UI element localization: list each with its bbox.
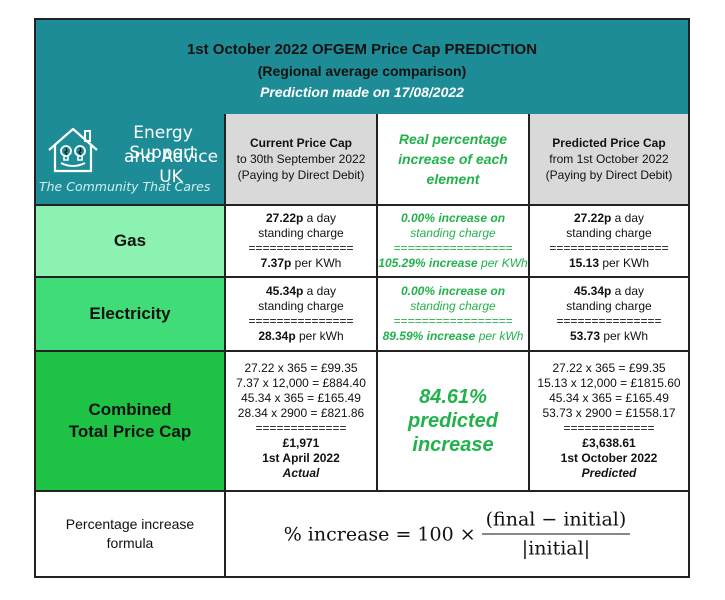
ele-current-unit-value: 28.34p <box>258 329 296 343</box>
electricity-predicted-cell: 45.34p a day standing charge ===========… <box>530 278 688 352</box>
combined-current-date: 1st April 2022 <box>262 451 340 465</box>
combined-current-total: £1,971 <box>282 436 320 450</box>
header-predicted: Predicted Price Cap from 1st October 202… <box>530 114 688 206</box>
combined-predicted-status: Predicted <box>581 466 637 480</box>
formula-denominator: |initial| <box>521 537 591 560</box>
ele-increase-standing-text: 0.00% increase on <box>400 284 506 298</box>
combined-predicted-calc3: 45.34 x 365 = £165.49 <box>549 391 669 405</box>
gas-current-unit-suffix: per KWh <box>291 256 342 270</box>
title-banner: 1st October 2022 OFGEM Price Cap PREDICT… <box>36 20 688 116</box>
formula-fraction: (final − initial) |initial| <box>481 509 631 560</box>
ele-increase-separator: ================= <box>393 314 513 328</box>
combined-current-calc3: 45.34 x 365 = £165.49 <box>241 391 361 405</box>
combined-predicted-calc1: 27.22 x 365 = £99.35 <box>552 361 666 375</box>
gas-increase-separator: ================= <box>393 241 513 255</box>
combined-current-cell: 27.22 x 365 = £99.35 7.37 x 12,000 = £88… <box>226 352 378 492</box>
gas-current-standing-label: standing charge <box>258 226 344 240</box>
combined-predicted-separator: ============= <box>563 421 655 435</box>
combined-increase-line1: 84.61% <box>419 386 487 408</box>
gas-current-cell: 27.22p a day standing charge ===========… <box>226 206 378 278</box>
title-line: 1st October 2022 OFGEM Price Cap PREDICT… <box>186 41 538 58</box>
combined-predicted-date: 1st October 2022 <box>560 451 658 465</box>
gas-predicted-cell: 27.22p a day standing charge ===========… <box>530 206 688 278</box>
gas-current-separator: =============== <box>248 241 354 255</box>
combined-current-calc1: 27.22 x 365 = £99.35 <box>244 361 358 375</box>
gas-label: Gas <box>113 231 147 250</box>
formula-cell: % increase = 100 × (final − initial) |in… <box>226 492 688 576</box>
gas-increase-cell: 0.00% increase on standing charge ======… <box>378 206 530 278</box>
logo-tagline: The Community That Cares <box>39 179 211 194</box>
combined-current-separator: ============= <box>255 421 347 435</box>
ele-predicted-standing-label: standing charge <box>566 299 652 313</box>
combined-current-calc4: 28.34 x 2900 = £821.86 <box>237 406 365 420</box>
electricity-increase-cell: 0.00% increase on standing charge ======… <box>378 278 530 352</box>
predicted-sub2: (Paying by Direct Debit) <box>545 168 673 182</box>
ele-increase-standing-label: standing charge <box>410 299 496 313</box>
combined-current-calc2: 7.37 x 12,000 = £884.40 <box>236 376 366 390</box>
ele-predicted-standing-suffix: a day <box>611 284 645 298</box>
logo-name-line2: and Advice UK <box>123 147 219 187</box>
header-increase: Real percentage increase of each element <box>378 114 530 206</box>
combined-predicted-calc4: 53.73 x 2900 = £1558.17 <box>542 406 676 420</box>
combined-increase-line2: predicted <box>407 410 499 432</box>
ele-current-unit-suffix: per kWh <box>295 329 344 343</box>
gas-predicted-unit-suffix: per KWh <box>599 256 650 270</box>
increase-title: Real percentage increase of each element <box>398 131 508 187</box>
logo-cell: Energy Support and Advice UK The Communi… <box>36 114 226 206</box>
combined-current-status: Actual <box>282 466 320 480</box>
ele-predicted-unit-suffix: per kWh <box>600 329 649 343</box>
gas-increase-standing-text: 0.00% increase on <box>400 211 506 225</box>
gas-predicted-unit-value: 15.13 <box>568 256 599 270</box>
ele-current-standing-label: standing charge <box>258 299 344 313</box>
combined-predicted-total: £3,638.61 <box>582 436 636 450</box>
formula-numerator: (final − initial) <box>481 509 631 535</box>
gas-predicted-standing-label: standing charge <box>566 226 652 240</box>
gas-increase-standing-label: standing charge <box>410 226 496 240</box>
gas-predicted-standing-suffix: a day <box>611 211 645 225</box>
ele-current-standing-suffix: a day <box>303 284 337 298</box>
ele-current-standing-value: 45.34p <box>265 284 304 298</box>
electricity-current-cell: 45.34p a day standing charge ===========… <box>226 278 378 352</box>
gas-predicted-separator: ================= <box>549 241 669 255</box>
gas-increase-unit-suffix: per KWh <box>477 256 528 270</box>
predicted-title: Predicted Price Cap <box>552 136 666 150</box>
combined-increase-line3: increase <box>412 434 494 456</box>
row-label-electricity: Electricity <box>36 278 226 352</box>
combined-label-line1: Combined <box>88 400 172 419</box>
house-with-bulbs-icon <box>48 127 98 173</box>
ele-current-separator: =============== <box>248 314 354 328</box>
gas-current-standing-value: 27.22p <box>265 211 304 225</box>
combined-increase-cell: 84.61% predicted increase <box>378 352 530 492</box>
current-sub2: (Paying by Direct Debit) <box>237 168 365 182</box>
ele-increase-unit-pct: 89.59% increase <box>382 329 476 343</box>
ele-predicted-standing-value: 45.34p <box>573 284 612 298</box>
formula-lhs: % increase = 100 × <box>283 523 476 545</box>
ele-increase-unit-suffix: per kWh <box>475 329 524 343</box>
gas-current-standing-suffix: a day <box>303 211 337 225</box>
row-label-combined: Combined Total Price Cap <box>36 352 226 492</box>
formula-label-cell: Percentage increase formula <box>36 492 226 576</box>
gas-current-unit-value: 7.37p <box>260 256 292 270</box>
combined-predicted-cell: 27.22 x 365 = £99.35 15.13 x 12,000 = £1… <box>530 352 688 492</box>
row-label-gas: Gas <box>36 206 226 278</box>
predicted-sub1: from 1st October 2022 <box>549 152 669 166</box>
combined-label-line2: Total Price Cap <box>68 422 192 441</box>
combined-predicted-calc2: 15.13 x 12,000 = £1815.60 <box>537 376 681 390</box>
gas-increase-unit-pct: 105.29% increase <box>378 256 478 270</box>
electricity-label: Electricity <box>89 304 171 323</box>
logo-name-line1: Energy Support <box>129 123 197 163</box>
price-cap-table: 1st October 2022 OFGEM Price Cap PREDICT… <box>34 18 690 578</box>
current-title: Current Price Cap <box>249 136 353 150</box>
header-current: Current Price Cap to 30th September 2022… <box>226 114 378 206</box>
gas-predicted-standing-value: 27.22p <box>573 211 612 225</box>
ele-predicted-unit-value: 53.73 <box>569 329 600 343</box>
current-sub1: to 30th September 2022 <box>236 152 366 166</box>
prediction-date-line: Prediction made on 17/08/2022 <box>260 84 464 100</box>
ele-predicted-separator: =============== <box>556 314 662 328</box>
formula-label: Percentage increase formula <box>65 516 195 551</box>
percentage-formula: % increase = 100 × (final − initial) |in… <box>226 509 688 560</box>
subtitle-line: (Regional average comparison) <box>257 63 467 79</box>
